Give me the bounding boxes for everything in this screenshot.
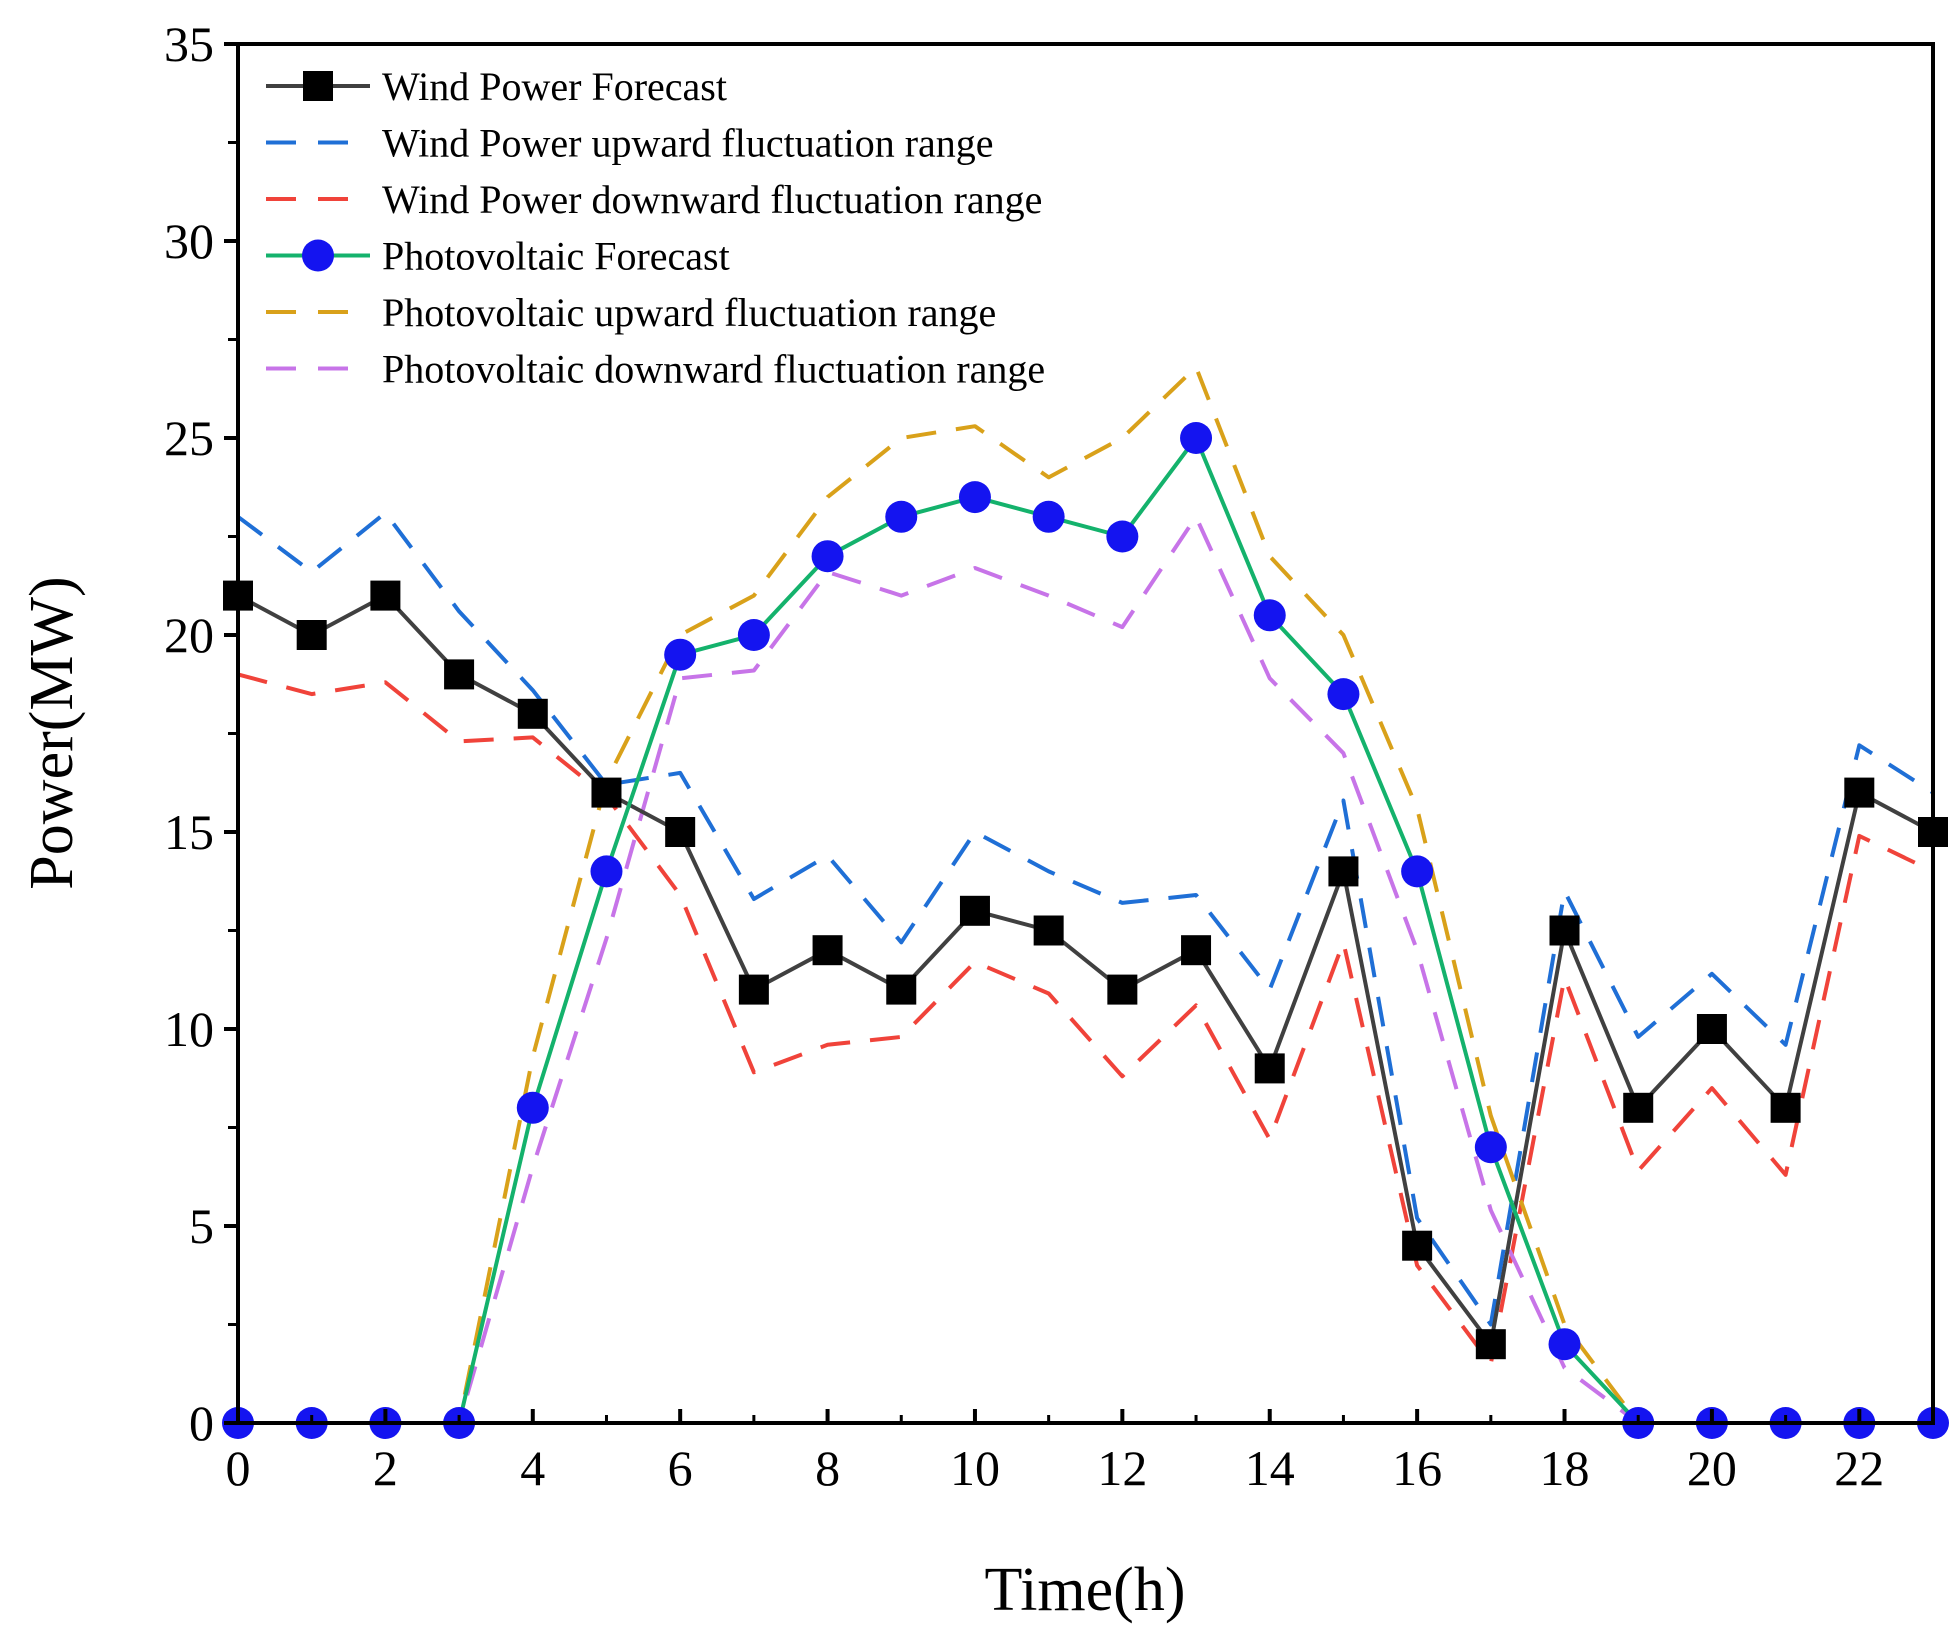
pv-forecast-marker [885,500,918,533]
wind-forecast-marker [1033,915,1064,946]
pv-forecast-marker [1548,1328,1581,1361]
legend-label: Wind Power upward fluctuation range [382,121,994,166]
legend-label: Wind Power Forecast [382,64,727,109]
x-axis-label: Time(h) [985,1556,1186,1624]
wind-forecast-marker [1254,1053,1285,1084]
wind-forecast-marker [812,935,843,966]
y-tick-label: 20 [164,607,214,663]
x-tick-label: 8 [815,1440,840,1496]
wind-forecast-marker [444,659,475,690]
x-tick-label: 16 [1392,1440,1442,1496]
marker-layer [222,422,1949,1439]
wind-forecast-marker [1696,1014,1727,1044]
pv-forecast-marker [1474,1131,1507,1164]
series-line-wind-power-forecast [237,593,1934,1347]
x-tick-label: 20 [1687,1440,1737,1496]
wind-forecast-marker [1328,856,1359,887]
wind-forecast-marker [738,974,769,1005]
wind-forecast-marker [1475,1329,1506,1360]
x-tick-label: 10 [950,1440,1000,1496]
legend-marker-square [303,71,333,101]
y-tick-label: 25 [164,410,214,466]
legend-entry-photovoltaic-downward-fluctuation-range: Photovoltaic downward fluctuation range [266,347,1045,392]
pv-forecast-marker [1032,500,1065,533]
wind-forecast-marker [886,974,917,1005]
pv-forecast-marker [1106,520,1139,553]
pv-forecast-marker [590,855,623,888]
series-layer [236,365,1935,1425]
legend-label: Photovoltaic Forecast [382,234,730,279]
y-axis-label: Power(MW) [18,576,86,889]
pv-forecast-marker [1327,678,1360,711]
wind-forecast-marker [959,895,990,926]
x-tick-label: 18 [1540,1440,1590,1496]
x-tick-label: 4 [520,1440,545,1496]
wind-forecast-marker [1402,1230,1433,1261]
series-line-wind-power-downward-fluctuation-range [237,672,1934,1366]
pv-forecast-marker [811,540,844,573]
pv-forecast-marker [1401,855,1434,888]
wind-forecast-marker [296,620,327,650]
legend-marker-circle [302,239,334,272]
x-tick-label: 6 [668,1440,693,1496]
legend-entry-photovoltaic-upward-fluctuation-range: Photovoltaic upward fluctuation range [266,290,996,335]
y-tick-label: 35 [164,16,214,72]
pv-forecast-marker [1180,422,1213,454]
wind-forecast-marker [370,580,401,611]
pv-forecast-marker [958,481,991,514]
legend-entry-wind-power-upward-fluctuation-range: Wind Power upward fluctuation range [266,121,994,166]
wind-forecast-marker [517,698,548,729]
x-tick-label: 12 [1097,1440,1147,1496]
pv-forecast-marker [664,638,697,671]
x-tick-label: 0 [226,1440,251,1496]
x-tick-label: 14 [1245,1440,1295,1496]
wind-forecast-marker [665,817,696,847]
y-tick-label: 0 [189,1395,214,1451]
x-tick-label: 2 [373,1440,398,1496]
legend: Wind Power Forecast Wind Power upward flu… [266,64,1045,392]
legend-label: Photovoltaic upward fluctuation range [382,290,996,335]
legend-label: Photovoltaic downward fluctuation range [382,347,1045,392]
y-tick-label: 5 [189,1198,214,1254]
wind-forecast-marker [1844,777,1875,808]
series-line-photovoltaic-forecast [238,436,1933,1425]
wind-forecast-marker [1549,915,1580,946]
legend-label: Wind Power downward fluctuation range [382,177,1042,222]
pv-forecast-marker [737,619,770,651]
pv-forecast-marker [1253,599,1286,632]
wind-forecast-marker [1107,974,1138,1005]
tick-layer: 0 2 4 6 8 10 12 14 16 18 20 22 0 5 10 15 20 25 30 35 [164,16,1884,1496]
wind-forecast-marker [1770,1092,1801,1123]
series-line-wind-power-upward-fluctuation-range [236,510,1935,1327]
legend-entry-photovoltaic-forecast: Photovoltaic Forecast [266,234,730,279]
y-tick-label: 30 [164,213,214,269]
wind-forecast-marker [1623,1092,1654,1123]
wind-forecast-marker [591,777,622,808]
legend-entry-wind-power-downward-fluctuation-range: Wind Power downward fluctuation range [266,177,1042,222]
legend-entry-wind-power-forecast: Wind Power Forecast [266,64,727,109]
y-tick-label: 15 [164,804,214,860]
x-tick-label: 22 [1834,1440,1884,1496]
wind-forecast-marker [1181,935,1212,966]
y-tick-label: 10 [164,1001,214,1057]
pv-forecast-marker [516,1091,549,1124]
series-line-photovoltaic-downward-fluctuation-range [238,514,1933,1425]
